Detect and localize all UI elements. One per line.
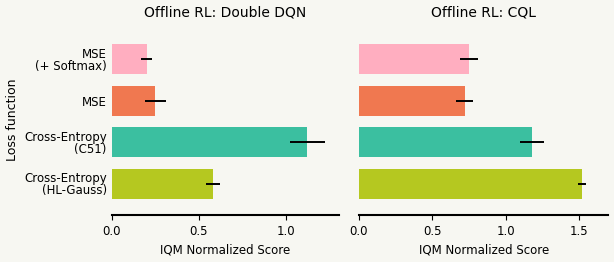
Title: Offline RL: Double DQN: Offline RL: Double DQN (144, 6, 306, 20)
Bar (359, 86, 465, 116)
Bar (359, 127, 532, 157)
Bar (112, 86, 155, 116)
Title: Offline RL: CQL: Offline RL: CQL (431, 6, 536, 20)
Bar (359, 169, 582, 199)
Y-axis label: Loss function: Loss function (6, 78, 18, 161)
X-axis label: IQM Normalized Score: IQM Normalized Score (160, 243, 290, 256)
X-axis label: IQM Normalized Score: IQM Normalized Score (419, 243, 549, 256)
Bar (112, 44, 147, 74)
Bar (112, 127, 307, 157)
Bar (359, 44, 469, 74)
Bar (112, 169, 213, 199)
